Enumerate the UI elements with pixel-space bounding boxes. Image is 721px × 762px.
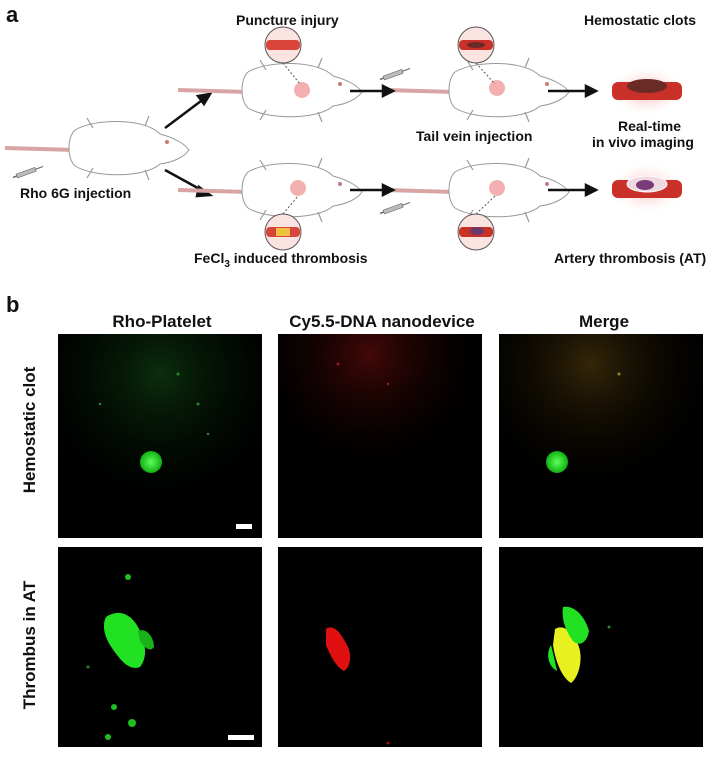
- label-fecl-thrombosis: FeCl3 induced thrombosis: [194, 250, 368, 270]
- column-title-merge: Merge: [578, 312, 630, 331]
- label-tail-vein-injection: Tail vein injection: [416, 128, 533, 144]
- injury-dot-top-1: [294, 82, 310, 98]
- inset-top-2: [457, 26, 496, 85]
- inset-top-1: [264, 26, 302, 85]
- panel-b-letter: b: [6, 292, 20, 317]
- arrow-top-1: [350, 83, 396, 99]
- injury-dot-bottom-1: [290, 180, 306, 196]
- arrow-top-2: [548, 83, 599, 99]
- fecl-suffix: induced thrombosis: [229, 250, 368, 266]
- micrograph-thrombus-rho-platelet: [58, 547, 262, 747]
- label-hemostatic-clots: Hemostatic clots: [584, 12, 697, 28]
- mouse-top-1: [176, 56, 364, 124]
- micrograph-thrombus-cy55: [278, 547, 482, 747]
- syringe-top: [378, 65, 412, 83]
- scale-bar-row1: [236, 524, 252, 529]
- label-artery-thrombosis: Artery thrombosis (AT): [554, 250, 707, 266]
- row-title-hemostatic-clot: Hemostatic clot: [20, 366, 39, 494]
- vessel-artery-thrombosis: [607, 162, 687, 214]
- label-rho-injection: Rho 6G injection: [20, 185, 132, 201]
- panel-a-letter: a: [6, 2, 19, 27]
- vessel-hemostatic-clot: [607, 65, 687, 117]
- scale-bar-row2: [228, 735, 254, 740]
- label-puncture-injury: Puncture injury: [236, 12, 339, 28]
- syringe-start: [11, 163, 45, 181]
- inset-bottom-2: [457, 195, 496, 251]
- micrograph-hemostatic-rho-platelet: [58, 334, 262, 538]
- injury-dot-top-2: [489, 80, 505, 96]
- micrograph-thrombus-merge: [499, 547, 703, 747]
- row-title-thrombus-in-at: Thrombus in AT: [20, 580, 39, 710]
- micrograph-hemostatic-merge: [499, 334, 703, 538]
- label-real-time: Real-time: [618, 118, 682, 134]
- fecl-subscript: 3: [224, 258, 230, 270]
- syringe-bottom: [378, 199, 412, 217]
- label-in-vivo-imaging: in vivo imaging: [592, 134, 694, 150]
- mouse-bottom-1: [176, 156, 364, 224]
- arrow-up: [164, 92, 213, 129]
- arrow-bottom-1: [350, 182, 396, 198]
- micrograph-hemostatic-cy55: [278, 334, 482, 538]
- arrow-bottom-2: [548, 182, 599, 198]
- mouse-top-2: [383, 56, 571, 124]
- column-title-rho-platelet: Rho-Platelet: [112, 312, 212, 331]
- panel-a-schematic: [3, 26, 687, 251]
- column-title-cy55-nanodevice: Cy5.5-DNA nanodevice: [289, 312, 475, 331]
- injury-dot-bottom-2: [489, 180, 505, 196]
- inset-bottom-1: [264, 195, 302, 251]
- fecl-prefix: FeCl: [194, 250, 225, 266]
